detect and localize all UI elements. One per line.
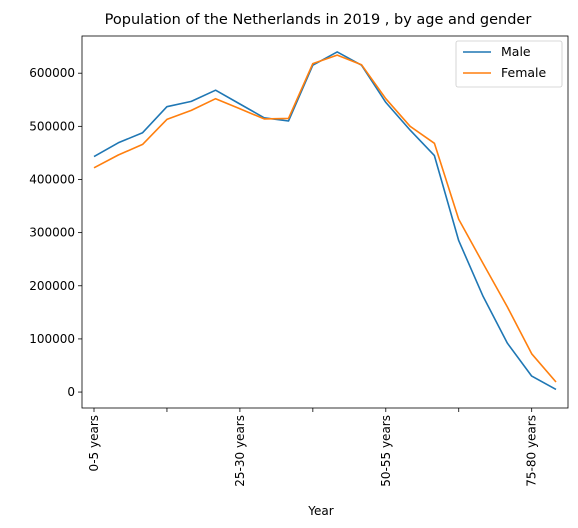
x-tick-label: 0-5 years	[87, 415, 101, 471]
series-lines	[93, 51, 557, 391]
plot-frame	[81, 35, 569, 409]
y-axis: 0 100000 200000 300000 400000 500000 600000	[29, 66, 82, 399]
x-tick-label: 50-55 years	[379, 415, 393, 487]
y-tick-label: 0	[67, 385, 75, 399]
y-tick-label: 300000	[29, 226, 75, 240]
y-tick-label: 600000	[29, 66, 75, 80]
series-line-female	[93, 54, 557, 383]
y-tick-label: 200000	[29, 279, 75, 293]
legend: Male Female	[455, 40, 563, 88]
y-tick-label: 100000	[29, 332, 75, 346]
y-tick-label: 500000	[29, 119, 75, 133]
x-tick-label: 75-80 years	[525, 415, 539, 487]
y-tick-label: 400000	[29, 172, 75, 186]
x-axis-label: Year	[307, 504, 333, 518]
legend-label-male: Male	[501, 44, 531, 59]
chart-title: Population of the Netherlands in 2019 , …	[105, 12, 532, 28]
x-axis: 0-5 years 25-30 years 50-55 years 75-80 yea…	[87, 408, 539, 487]
legend-label-female: Female	[501, 65, 547, 80]
x-tick-label: 25-30 years	[233, 415, 247, 487]
